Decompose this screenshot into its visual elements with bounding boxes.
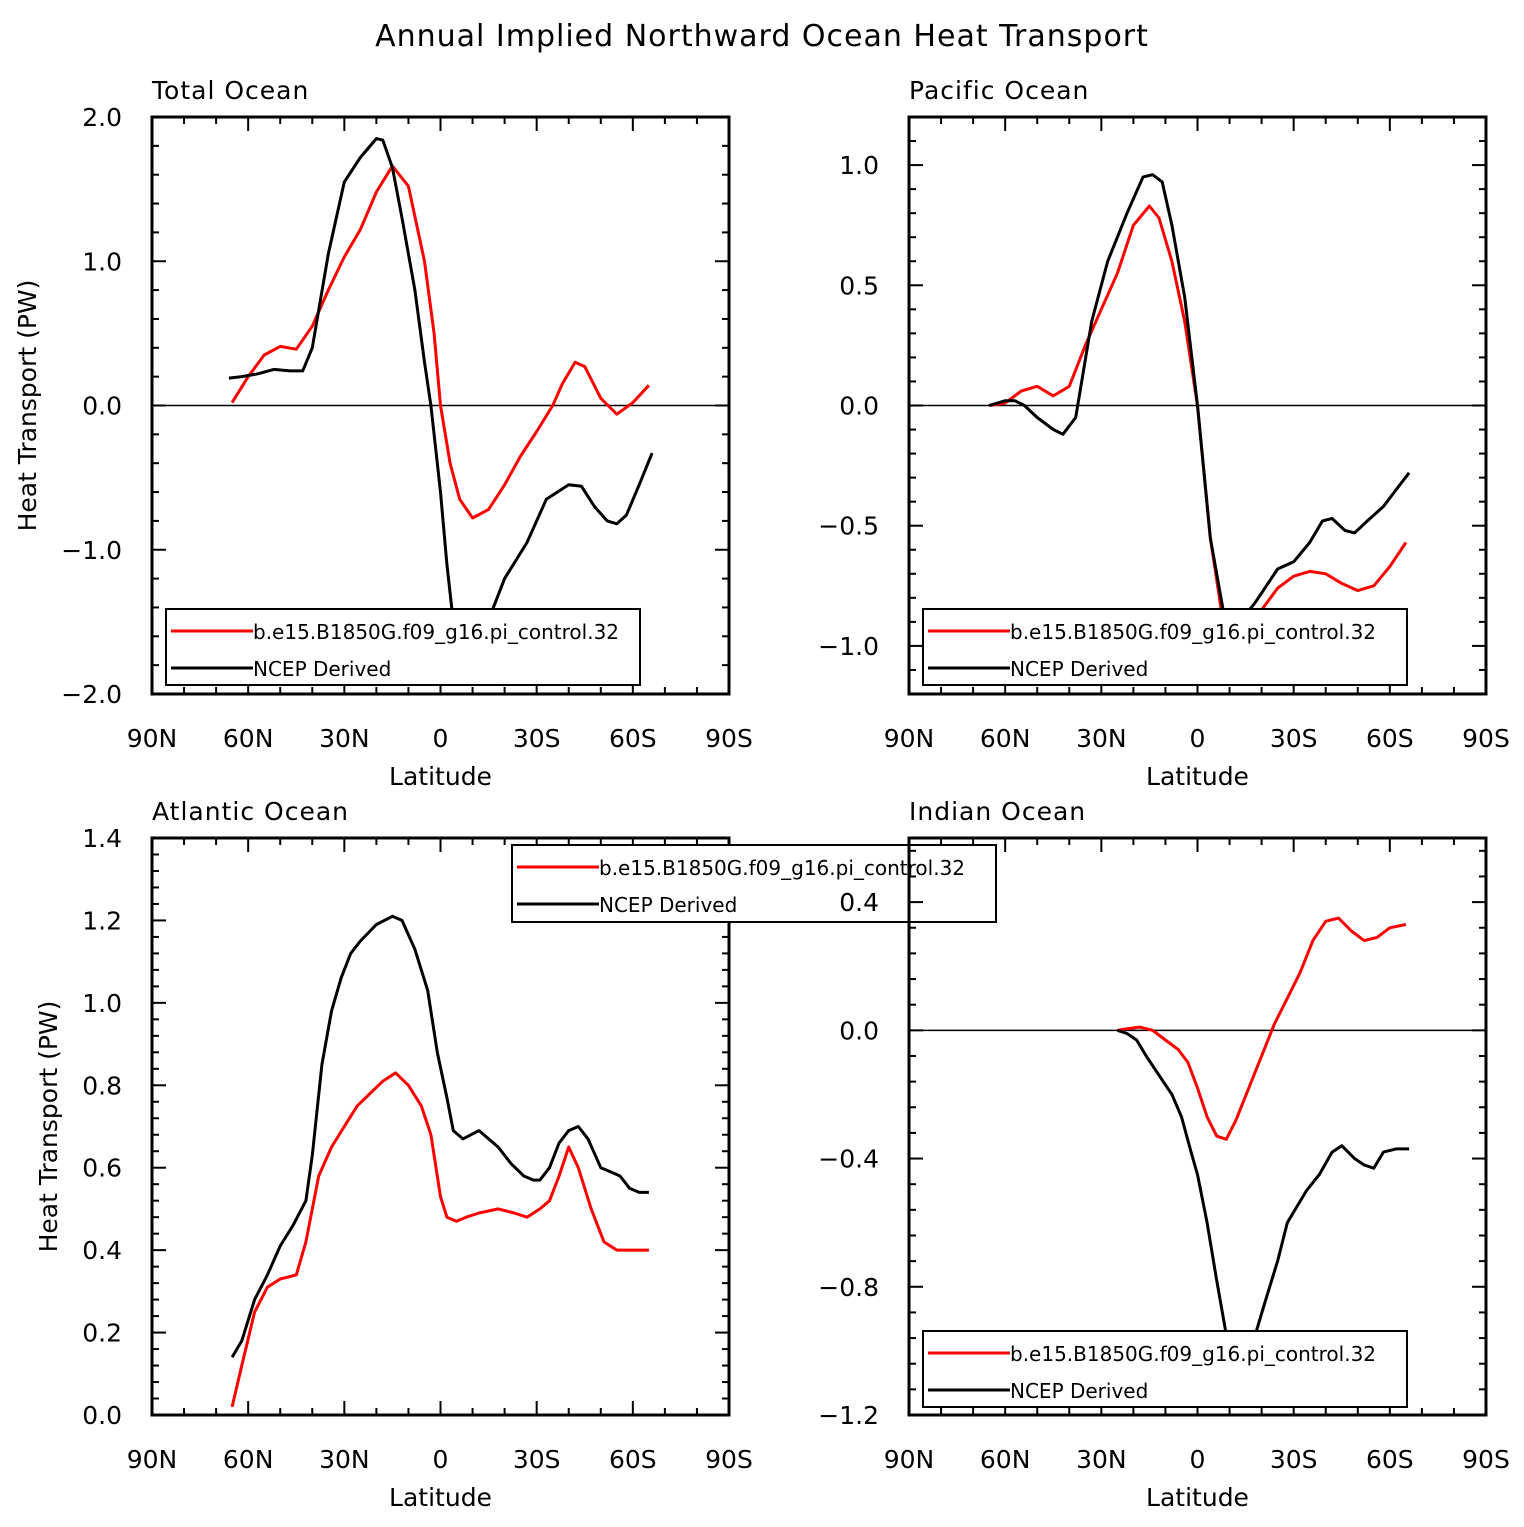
y-tick-label: −0.4 xyxy=(818,1145,879,1174)
x-axis-label: Latitude xyxy=(1146,762,1249,791)
y-tick-label: 2.0 xyxy=(82,103,122,132)
x-axis-label: Latitude xyxy=(389,762,492,791)
y-tick-label: 0.4 xyxy=(82,1236,122,1265)
x-tick-label: 60N xyxy=(980,1445,1031,1474)
x-tick-label: 30N xyxy=(1076,724,1127,753)
legend-box xyxy=(922,1330,1408,1408)
x-tick-label: 90S xyxy=(1462,1445,1510,1474)
y-tick-label: 1.0 xyxy=(839,151,879,180)
x-tick-label: 60N xyxy=(223,724,274,753)
panel-title: Total Ocean xyxy=(151,76,309,105)
x-tick-label: 30S xyxy=(1270,724,1318,753)
legend-label: b.e15.B1850G.f09_g16.pi_control.32 xyxy=(253,620,619,644)
x-tick-label: 0 xyxy=(1190,1445,1206,1474)
panel-2: Pacific Ocean 90N 60N 30N 0 30S 60S 90S −1.0 −0.5… xyxy=(818,76,1510,791)
y-tick-label: 0.2 xyxy=(82,1319,122,1348)
x-tick-label: 60N xyxy=(980,724,1031,753)
x-tick-label: 90N xyxy=(127,724,178,753)
y-tick-label: −0.5 xyxy=(818,512,879,541)
x-tick-label: 60S xyxy=(1366,1445,1414,1474)
y-tick-label: 0.4 xyxy=(839,888,879,917)
panel-1: Total Ocean 90N 60N 30N 0 30S 60S 90S −2.0 −1.0 0.… xyxy=(13,76,753,791)
y-tick-label: 1.4 xyxy=(82,824,122,853)
legend-label: NCEP Derived xyxy=(1010,657,1148,681)
x-tick-label: 90S xyxy=(705,1445,753,1474)
panel-4: Indian Ocean 90N 60N 30N 0 30S 60S 90S −1.2 −0.8 −… xyxy=(818,797,1510,1512)
y-tick-label: −1.0 xyxy=(61,536,122,565)
y-tick-label: 0.5 xyxy=(839,271,879,300)
x-tick-label: 30S xyxy=(1270,1445,1318,1474)
x-tick-label: 90N xyxy=(884,1445,935,1474)
y-axis-label: Heat Transport (PW) xyxy=(34,1001,63,1253)
figure-title: Annual Implied Northward Ocean Heat Tran… xyxy=(375,19,1149,54)
panel-title: Atlantic Ocean xyxy=(152,797,349,826)
y-tick-label: −1.2 xyxy=(818,1401,879,1430)
legend-label: b.e15.B1850G.f09_g16.pi_control.32 xyxy=(1010,1342,1376,1366)
legend-label: NCEP Derived xyxy=(253,657,391,681)
y-tick-label: 0.0 xyxy=(82,1401,122,1430)
x-tick-label: 30N xyxy=(1076,1445,1127,1474)
y-tick-label: 0.6 xyxy=(82,1154,122,1183)
y-tick-label: −1.0 xyxy=(818,632,879,661)
plot-frame xyxy=(150,836,731,1417)
y-tick-label: 0.0 xyxy=(839,392,879,421)
legend: b.e15.B1850G.f09_g16.pi_control.32 NCEP D… xyxy=(922,608,1408,686)
y-tick-label: 0.8 xyxy=(82,1071,122,1100)
x-tick-label: 90S xyxy=(705,724,753,753)
series-line-model xyxy=(230,164,650,520)
legend: b.e15.B1850G.f09_g16.pi_control.32 NCEP D… xyxy=(511,844,997,923)
x-tick-label: 60N xyxy=(223,1445,274,1474)
y-tick-label: −0.8 xyxy=(818,1273,879,1302)
x-tick-label: 90N xyxy=(884,724,935,753)
series-line-ncep xyxy=(228,137,654,650)
series-line-ncep xyxy=(988,173,1411,629)
x-tick-label: 30S xyxy=(513,724,561,753)
y-tick-label: 0.0 xyxy=(839,1016,879,1045)
y-tick-label: 1.0 xyxy=(82,989,122,1018)
x-tick-label: 90N xyxy=(127,1445,178,1474)
legend-box xyxy=(165,608,641,686)
series-line-model xyxy=(1117,916,1407,1141)
y-tick-label: −2.0 xyxy=(61,680,122,709)
x-axis-label: Latitude xyxy=(389,1483,492,1512)
y-tick-label: 1.2 xyxy=(82,906,122,935)
series-line-model xyxy=(230,1071,649,1408)
series-line-ncep xyxy=(230,914,649,1359)
panel-3: Atlantic Ocean 90N 60N 30N 0 30S 60S 90S 0.0 0.2 0… xyxy=(34,797,997,1512)
legend-box xyxy=(511,844,997,923)
x-tick-label: 90S xyxy=(1462,724,1510,753)
panels: Total Ocean 90N 60N 30N 0 30S 60S 90S −2.0 −1.0 0.… xyxy=(13,76,1510,1512)
panel-title: Indian Ocean xyxy=(909,797,1086,826)
x-tick-label: 30N xyxy=(319,724,370,753)
legend-box xyxy=(922,608,1408,686)
y-tick-label: 1.0 xyxy=(82,247,122,276)
legend-label: b.e15.B1850G.f09_g16.pi_control.32 xyxy=(1010,620,1376,644)
panel-title: Pacific Ocean xyxy=(909,76,1089,105)
legend-label: NCEP Derived xyxy=(1010,1379,1148,1403)
x-tick-label: 0 xyxy=(1190,724,1206,753)
legend-label: NCEP Derived xyxy=(599,893,737,917)
x-axis-label: Latitude xyxy=(1146,1483,1249,1512)
x-tick-label: 60S xyxy=(1366,724,1414,753)
x-tick-label: 60S xyxy=(609,1445,657,1474)
x-tick-label: 30N xyxy=(319,1445,370,1474)
x-tick-label: 0 xyxy=(433,1445,449,1474)
y-axis-label: Heat Transport (PW) xyxy=(13,280,42,532)
legend: b.e15.B1850G.f09_g16.pi_control.32 NCEP D… xyxy=(922,1330,1408,1408)
x-tick-label: 60S xyxy=(609,724,657,753)
x-tick-label: 30S xyxy=(513,1445,561,1474)
series-line-model xyxy=(988,204,1408,641)
legend: b.e15.B1850G.f09_g16.pi_control.32 NCEP D… xyxy=(165,608,641,686)
series-line-ncep xyxy=(1116,1028,1410,1369)
x-tick-label: 0 xyxy=(433,724,449,753)
y-tick-label: 0.0 xyxy=(82,392,122,421)
legend-label: b.e15.B1850G.f09_g16.pi_control.32 xyxy=(599,856,965,880)
